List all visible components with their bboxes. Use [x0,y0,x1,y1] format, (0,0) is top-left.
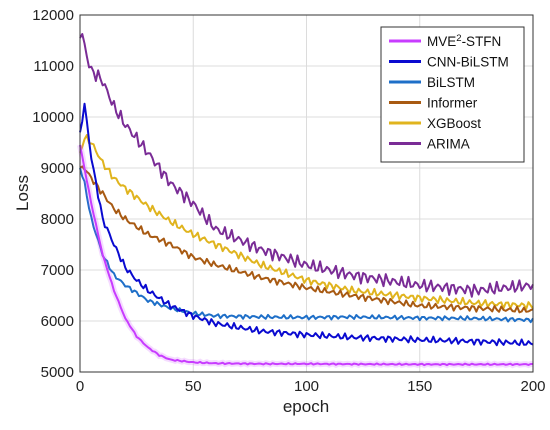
x-tick-label: 150 [407,378,432,395]
y-tick-label: 7000 [41,262,74,279]
x-axis-label: epoch [283,397,329,416]
series-line-cnn-bilstm [79,102,534,347]
x-tick-label: 200 [520,378,545,395]
x-tick-label: 50 [185,378,202,395]
legend: MVE2-STFN CNN-BiLSTM BiLSTM Informer XGBoost… [380,26,525,163]
legend-label: XGBoost [427,116,481,131]
legend-label: Informer [427,96,478,111]
legend-label: CNN-BiLSTM [427,55,509,70]
legend-label: MVE2-STFN [427,33,501,49]
y-axis-label: Loss [13,175,32,211]
legend-box [380,26,525,163]
y-tick-label: 11000 [33,58,74,75]
series-line-xgboost [79,134,534,310]
series-line-informer [79,165,534,314]
y-tick-label: 10000 [32,109,74,126]
legend-label: BiLSTM [427,75,475,90]
plot-frame [79,14,534,373]
y-tick-label: 8000 [41,211,74,228]
y-tick-label: 12000 [32,7,74,24]
legend-label: ARIMA [427,137,470,152]
y-tick-label: 9000 [41,160,74,177]
y-tick-label: 5000 [41,364,74,381]
series-line-mve2-stfn [79,144,533,367]
series-line-bilstm [79,167,534,324]
series-line-arima [79,33,534,298]
series-lines [77,33,534,369]
y-tick-label: 6000 [41,313,74,330]
tick-labels: 0 50 100 150 200 5000 6000 7000 8000 9000 10000 110… [32,7,545,395]
x-tick-label: 100 [294,378,319,395]
x-tick-label: 0 [76,378,84,395]
